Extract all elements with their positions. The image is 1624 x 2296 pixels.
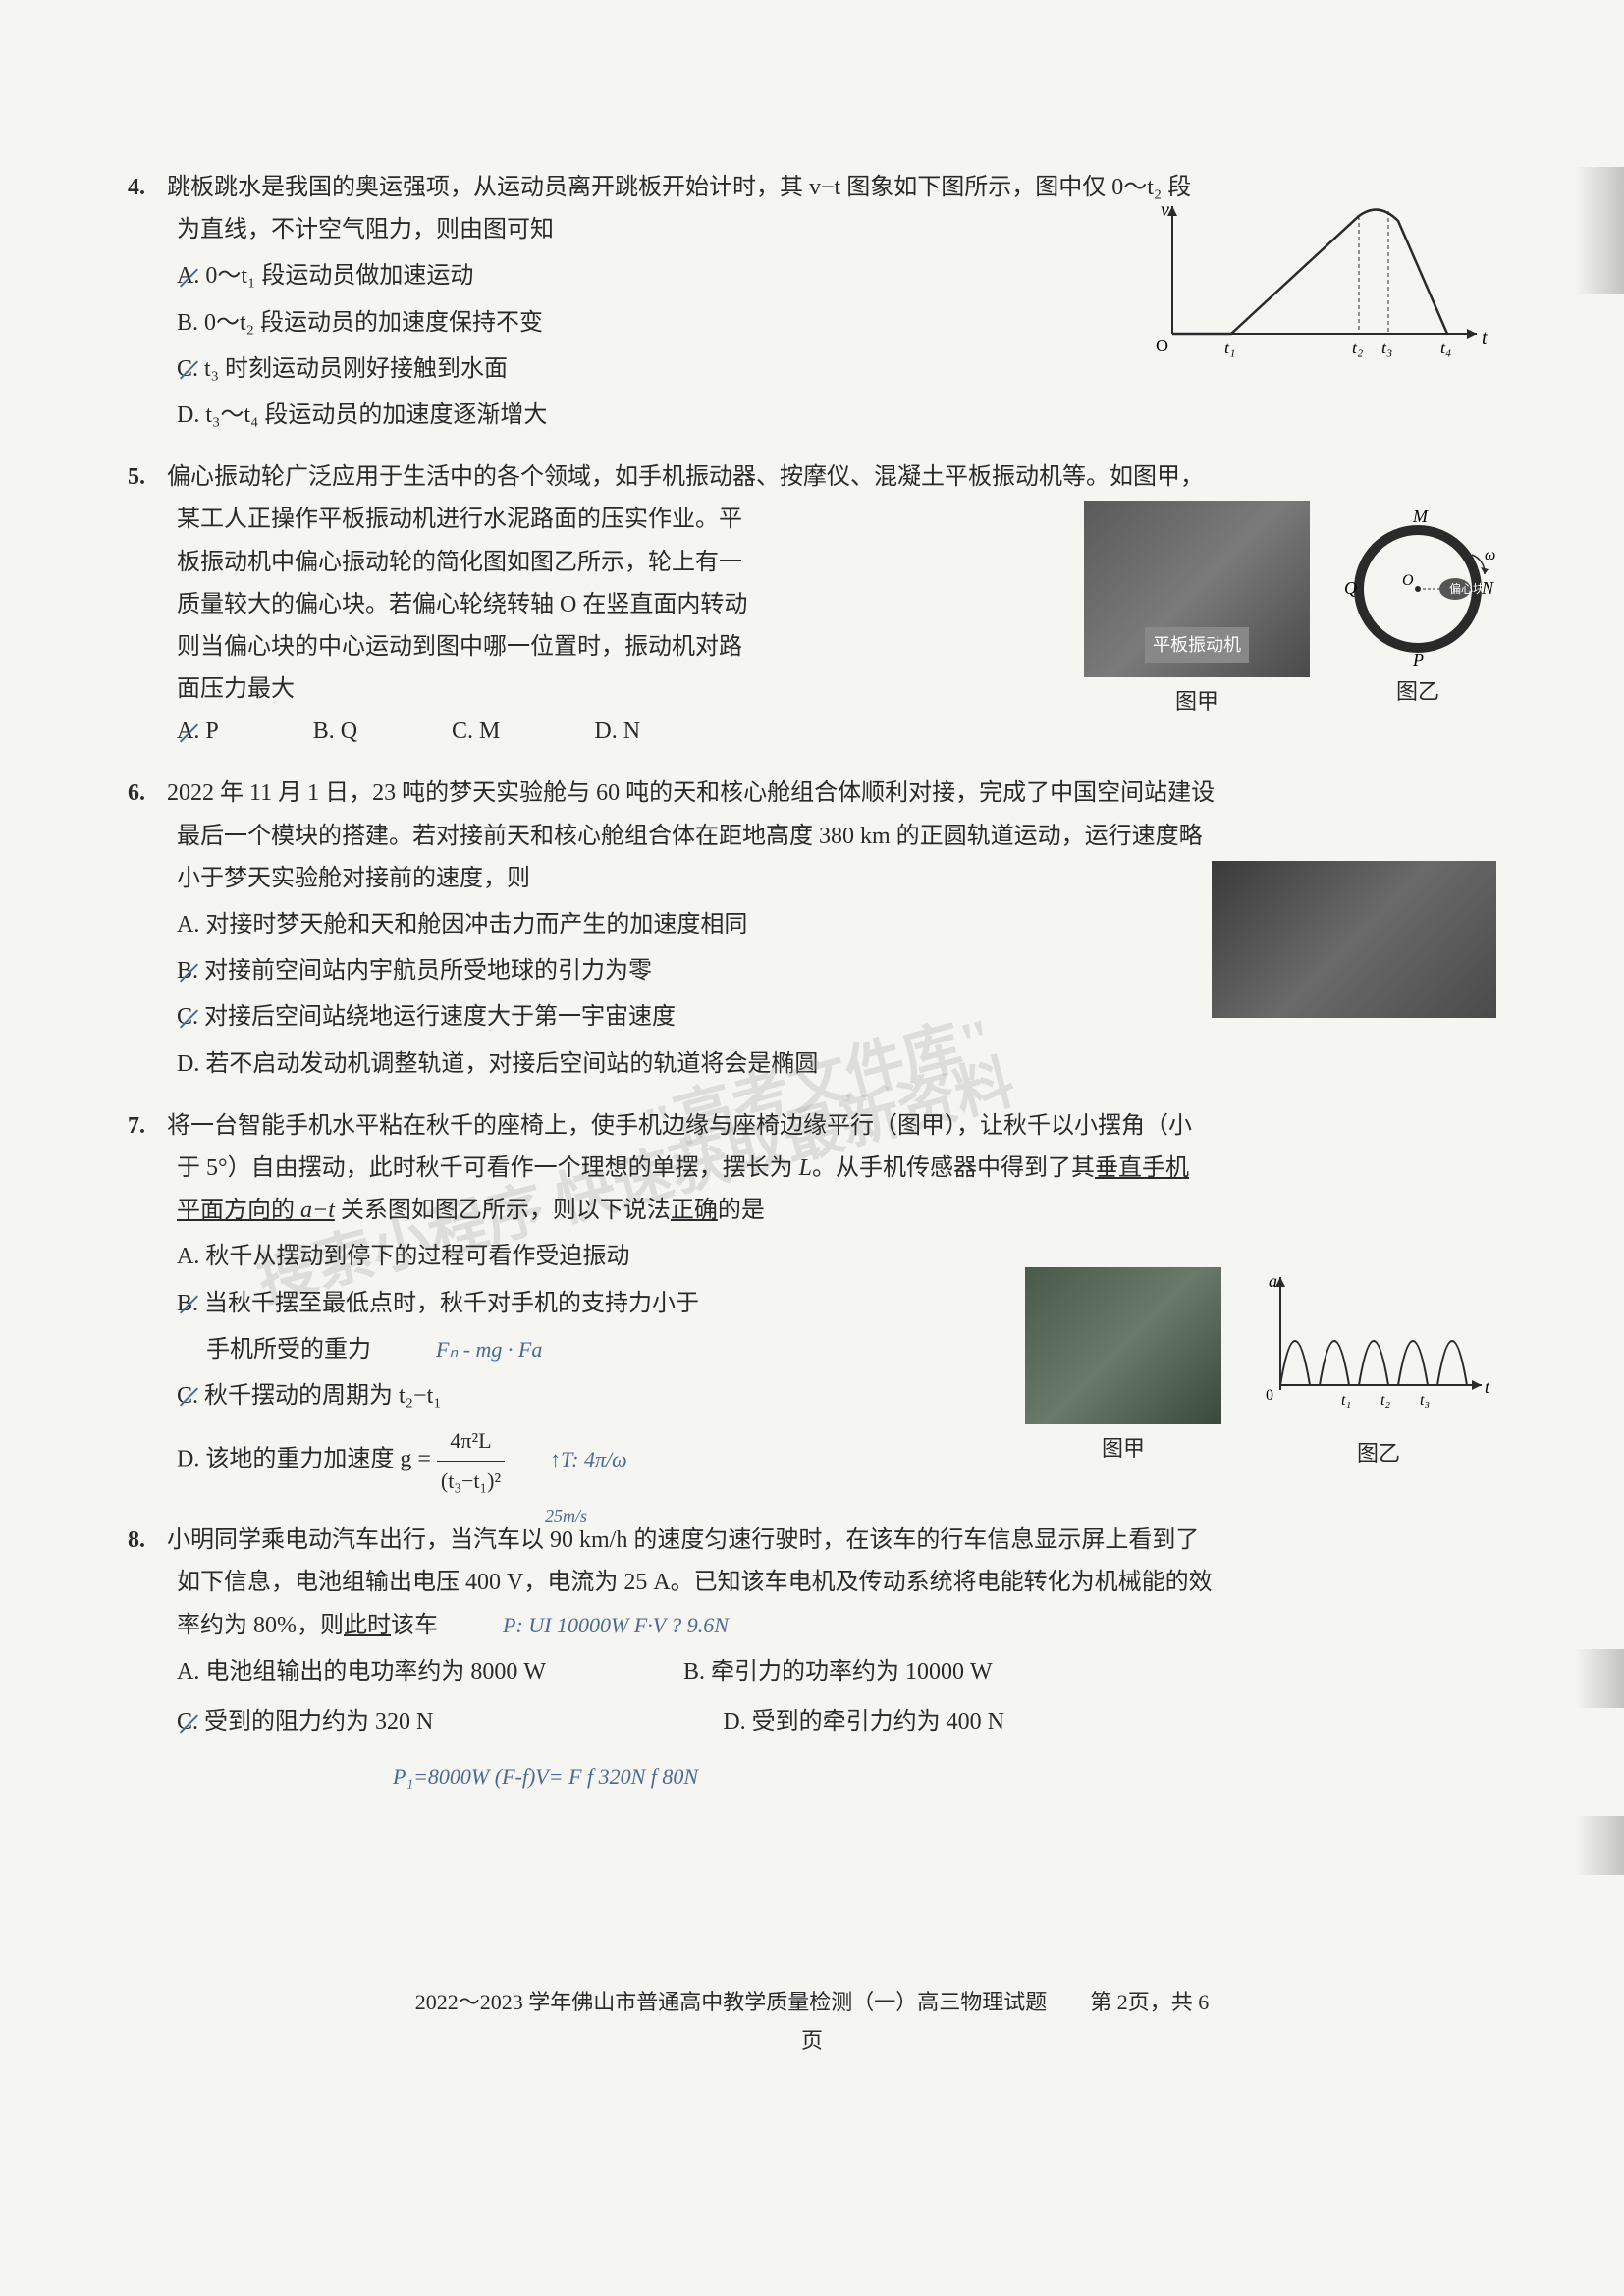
q7-handwriting-d: ↑T: 4π/ω <box>550 1447 627 1471</box>
svg-text:t₄: t₄ <box>1440 338 1451 357</box>
svg-text:M: M <box>1412 510 1429 526</box>
q5-text2: 某工人正操作平板振动机进行水泥路面的压实作业。平 <box>177 499 815 541</box>
q4-graph: v t O t₁ t₂ t₃ t₄ <box>1143 196 1496 378</box>
q8-text1: 小明同学乘电动汽车出行，当汽车以 90 km/h25m/s 的速度匀速行驶时，在… <box>167 1520 1496 1562</box>
q5-optD: D. N <box>594 711 640 753</box>
q5-text6: 面压力最大 <box>177 668 815 711</box>
q5-photo-label: 平板振动机 <box>1145 627 1249 663</box>
q6-text2: 最后一个模块的搭建。若对接前天和核心舱组合体在距地高度 380 km 的正圆轨道… <box>177 816 1496 858</box>
q7-number: 7. <box>128 1105 167 1148</box>
q6-optD: D. 若不启动发动机调整轨道，对接后空间站的轨道将会是椭圆 <box>177 1043 1496 1086</box>
q7-photo <box>1025 1267 1221 1424</box>
scan-smudge-1 <box>1575 167 1624 294</box>
q8-optC: C. 受到的阻力约为 320 N <box>177 1701 433 1743</box>
q7-caption2: 图乙 <box>1261 1434 1496 1473</box>
svg-text:a: a <box>1269 1271 1277 1291</box>
q4-optD: D. t₃～t₄ 段运动员的加速度逐渐增大 <box>177 395 1496 437</box>
q8-hand-top: 25m/s <box>545 1500 587 1531</box>
q7-images: 图甲 a t 0 t₁ t₂ t₃ 图乙 <box>1025 1267 1496 1473</box>
q8-optA: A. 电池组输出的电功率约为 8000 W <box>177 1651 546 1693</box>
q5-photo: 平板振动机 <box>1084 501 1310 677</box>
axis-v-label: v <box>1161 199 1169 221</box>
svg-text:t₁: t₁ <box>1224 338 1235 357</box>
svg-text:O: O <box>1402 572 1414 589</box>
q5-wheel-diagram: 偏心块 M Q N P O ω <box>1339 510 1496 667</box>
q8-text3: 率约为 80%，则此时该车 P: UI 10000W F·V ? 9.6N <box>177 1605 1496 1647</box>
q5-text4: 质量较大的偏心块。若偏心轮绕转轴 O 在竖直面内转动 <box>177 584 815 626</box>
question-4: 4. 跳板跳水是我国的奥运强项，从运动员离开跳板开始计时，其 v−t 图象如下图… <box>128 167 1496 437</box>
q5-caption2: 图乙 <box>1339 672 1496 712</box>
q8-number: 8. <box>128 1520 167 1562</box>
q8-text2: 如下信息，电池组输出电压 400 V，电流为 25 A。已知该车电机及传动系统将… <box>177 1562 1496 1604</box>
q5-optA: A. P <box>177 711 219 753</box>
svg-text:0: 0 <box>1266 1387 1273 1404</box>
q8-hand-bottom: P₁=8000W (F-f)V= F f 320N f 80N <box>393 1757 1496 1796</box>
svg-text:t₃: t₃ <box>1420 1392 1430 1409</box>
question-6: 6. 2022 年 11 月 1 日，23 吨的梦天实验舱与 60 吨的天和核心… <box>128 773 1496 1085</box>
question-8: 8. 小明同学乘电动汽车出行，当汽车以 90 km/h25m/s 的速度匀速行驶… <box>128 1520 1496 1796</box>
q7-caption1: 图甲 <box>1025 1429 1221 1468</box>
q6-image <box>1212 861 1496 1018</box>
q8-hand-mid: P: UI 10000W F·V ? 9.6N <box>503 1613 729 1637</box>
question-5: 5. 偏心振动轮广泛应用于生活中的各个领域，如手机振动器、按摩仪、混凝土平板振动… <box>128 456 1496 753</box>
svg-text:P: P <box>1412 650 1424 667</box>
page-footer: 2022～2023 学年佛山市普通高中教学质量检测（一）高三物理试题 第 2页，… <box>406 1983 1218 2060</box>
q6-number: 6. <box>128 773 167 815</box>
svg-text:ω: ω <box>1485 547 1495 563</box>
q5-caption1: 图甲 <box>1084 682 1310 721</box>
q5-optC: C. M <box>452 711 500 753</box>
q5-number: 5. <box>128 456 167 499</box>
q7-text3: 平面方向的 a−t 关系图如图乙所示，则以下说法正确的是 <box>177 1190 1496 1232</box>
svg-text:t₂: t₂ <box>1380 1392 1390 1409</box>
svg-text:t: t <box>1485 1377 1490 1397</box>
q7-text2: 于 5°）自由摆动，此时秋千可看作一个理想的单摆，摆长为 L。从手机传感器中得到… <box>177 1148 1496 1190</box>
svg-text:偏心块: 偏心块 <box>1449 581 1485 596</box>
q5-text3: 板振动机中偏心振动轮的简化图如图乙所示，轮上有一 <box>177 542 815 584</box>
origin-label: O <box>1156 336 1168 355</box>
scan-smudge-2 <box>1575 1649 1624 1708</box>
svg-text:t₂: t₂ <box>1352 338 1363 357</box>
svg-text:N: N <box>1481 578 1494 598</box>
axis-t-label: t <box>1482 327 1488 348</box>
q5-optB: B. Q <box>313 711 357 753</box>
q8-optD: D. 受到的牵引力约为 400 N <box>723 1701 1004 1743</box>
q5-text5: 则当偏心块的中心运动到图中哪一位置时，振动机对路 <box>177 626 815 668</box>
q7-handwriting-b: Fₙ - mg · Fa <box>436 1337 542 1362</box>
q7-text1: 将一台智能手机水平粘在秋千的座椅上，使手机边缘与座椅边缘平行（图甲），让秋千以小… <box>167 1105 1496 1148</box>
q5-images: 平板振动机 图甲 偏心块 M Q N P O ω <box>1084 501 1496 721</box>
svg-text:Q: Q <box>1344 578 1357 598</box>
q4-number: 4. <box>128 167 167 209</box>
q8-optB: B. 牵引力的功率约为 10000 W <box>683 1651 993 1693</box>
question-7: 7. 将一台智能手机水平粘在秋千的座椅上，使手机边缘与座椅边缘平行（图甲），让秋… <box>128 1105 1496 1501</box>
svg-text:t₃: t₃ <box>1381 338 1392 357</box>
svg-text:t₁: t₁ <box>1341 1392 1351 1409</box>
q5-text1: 偏心振动轮广泛应用于生活中的各个领域，如手机振动器、按摩仪、混凝土平板振动机等。… <box>167 456 1496 499</box>
q7-graph: a t 0 t₁ t₂ t₃ <box>1261 1267 1496 1415</box>
scan-smudge-3 <box>1575 1816 1624 1875</box>
q6-text1: 2022 年 11 月 1 日，23 吨的梦天实验舱与 60 吨的天和核心舱组合… <box>167 773 1496 815</box>
